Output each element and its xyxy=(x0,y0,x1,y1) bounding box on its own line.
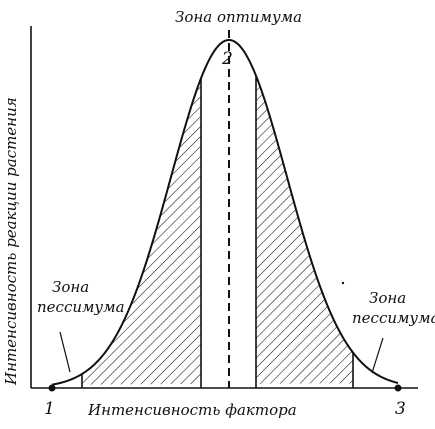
zone-optimum-label: Зона оптимума xyxy=(175,8,302,26)
response-curve xyxy=(51,38,399,386)
point-3-label: 3 xyxy=(395,399,406,419)
x-axis-label: Интенсивность фактора xyxy=(87,401,297,419)
hatched-zone-left xyxy=(82,40,201,385)
y-axis-label: Интенсивность реакции растения xyxy=(2,97,20,386)
pessimum-right-pointer xyxy=(371,337,384,374)
point-2-label: 2 xyxy=(221,49,233,69)
point-1-label: 1 xyxy=(44,399,55,419)
stray-dot xyxy=(341,281,345,285)
zone-boundaries xyxy=(81,75,354,388)
pessimum-left-label-line1: Зона xyxy=(52,278,89,296)
pessimum-right-label-line2: пессимума xyxy=(352,309,435,327)
hatched-zone-right xyxy=(256,40,353,385)
point-3-marker xyxy=(394,384,402,392)
pessimum-left-label-line2: пессимума xyxy=(37,298,125,316)
point-1-marker xyxy=(48,384,56,392)
pessimum-right-label-line1: Зона xyxy=(369,289,406,307)
pessimum-left-pointer xyxy=(59,331,71,373)
tolerance-zones-hatched xyxy=(82,40,353,385)
